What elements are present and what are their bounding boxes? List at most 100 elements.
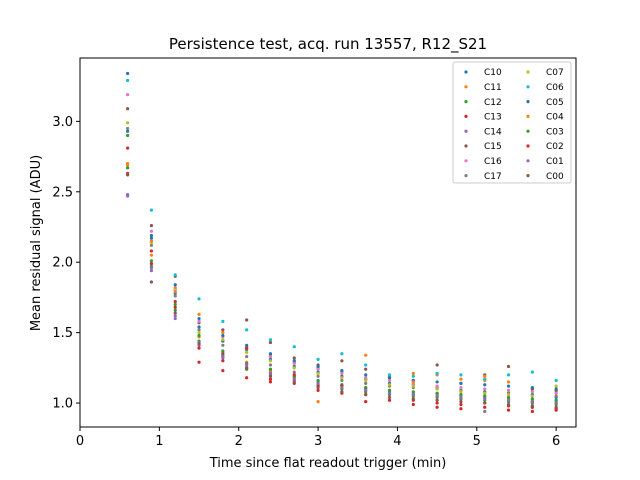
data-point [292, 380, 296, 384]
data-point [483, 397, 487, 401]
data-point [506, 373, 511, 377]
data-point [173, 283, 177, 287]
data-point [126, 78, 130, 83]
legend-marker [526, 70, 530, 74]
data-point [221, 338, 225, 342]
legend-label: C15 [484, 142, 502, 152]
data-point [197, 325, 201, 329]
legend-marker [464, 70, 468, 74]
data-point [530, 390, 534, 394]
legend-label: C06 [546, 83, 564, 93]
legend-marker [526, 100, 530, 104]
data-point [149, 266, 154, 270]
data-point [173, 273, 177, 277]
data-point [268, 367, 273, 371]
data-point [340, 352, 344, 356]
data-point [292, 345, 296, 349]
data-point [268, 340, 273, 345]
data-point [435, 394, 439, 398]
data-point [126, 146, 130, 150]
data-point [506, 402, 511, 407]
axes: 0 1 2 3 4 5 6 1.0 1.5 2.0 2.5 3.0 [52, 57, 577, 449]
data-point [268, 371, 273, 376]
data-point [245, 354, 249, 359]
data-point [459, 402, 463, 407]
data-point [268, 359, 273, 363]
data-point [126, 121, 130, 125]
legend-marker [464, 144, 468, 148]
data-point [340, 378, 344, 383]
data-point [387, 388, 392, 392]
data-point [387, 391, 392, 395]
data-point [268, 354, 273, 359]
legend-label: C01 [546, 157, 564, 167]
data-point [197, 360, 201, 364]
data-point [411, 397, 415, 401]
data-point [364, 378, 368, 383]
data-point [316, 364, 320, 369]
data-point [506, 364, 511, 369]
legend-marker [526, 114, 530, 118]
data-point [364, 381, 368, 385]
series-C00 [126, 173, 558, 409]
data-point [483, 405, 487, 409]
x-tick-label: 0 [76, 434, 84, 449]
data-point [411, 402, 415, 407]
data-point [149, 269, 154, 273]
chart-title: Persistence test, acq. run 13557, R12_S2… [169, 35, 487, 54]
data-point [316, 357, 320, 361]
data-point [268, 363, 273, 367]
legend-marker [526, 129, 530, 133]
legend-label: C14 [484, 127, 502, 137]
data-point [364, 363, 368, 367]
data-point [554, 391, 558, 395]
legend-label: C03 [546, 127, 564, 137]
data-point [149, 208, 154, 212]
data-point [173, 290, 177, 294]
data-point [340, 369, 344, 373]
x-tick-label: 3 [314, 434, 322, 449]
data-point [530, 385, 534, 390]
data-point [149, 249, 154, 253]
x-tick-label: 2 [235, 434, 243, 449]
data-point [387, 373, 392, 377]
data-point [245, 376, 249, 380]
legend-label: C11 [484, 83, 502, 93]
data-point [197, 328, 201, 332]
data-point [197, 319, 201, 323]
data-point [411, 390, 415, 394]
data-point [364, 400, 368, 404]
data-point [149, 233, 154, 238]
data-point [292, 370, 296, 374]
data-point [387, 383, 392, 387]
legend-marker [464, 129, 468, 133]
data-point [459, 373, 463, 377]
x-tick-label: 1 [155, 434, 163, 449]
data-point [316, 374, 320, 378]
data-point [530, 394, 534, 398]
legend-marker [464, 85, 468, 89]
data-point [316, 385, 320, 390]
data-point [173, 316, 177, 321]
data-point [268, 352, 273, 356]
data-point [506, 393, 511, 397]
data-point [340, 371, 344, 376]
data-point [292, 362, 296, 366]
data-point [197, 312, 201, 316]
data-point [483, 394, 487, 398]
data-point [126, 93, 130, 97]
data-point [197, 346, 201, 350]
data-point [459, 400, 463, 404]
data-point [506, 384, 511, 388]
data-point [387, 376, 392, 380]
y-axis-label: Mean residual signal (ADU) [29, 155, 44, 331]
data-point [459, 390, 463, 394]
data-point [411, 374, 415, 378]
legend-label: C02 [546, 142, 564, 152]
x-axis-label: Time since flat readout trigger (min) [209, 456, 447, 471]
data-point [173, 302, 177, 307]
data-point [554, 378, 558, 383]
data-point [173, 300, 177, 304]
data-point [126, 166, 130, 170]
data-point [149, 239, 154, 243]
